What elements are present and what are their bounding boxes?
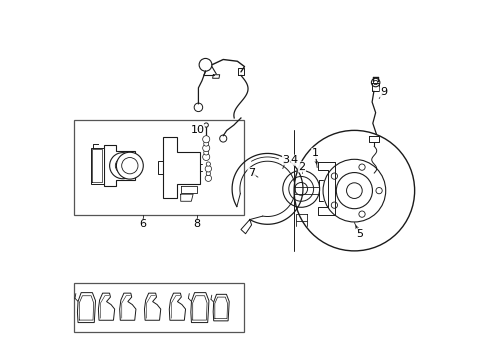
Circle shape — [375, 188, 382, 194]
Circle shape — [205, 175, 211, 181]
Text: 4: 4 — [290, 155, 297, 165]
Text: 3: 3 — [282, 155, 289, 165]
Circle shape — [203, 141, 208, 146]
Circle shape — [358, 164, 365, 170]
Circle shape — [122, 158, 138, 174]
Text: 6: 6 — [139, 219, 146, 229]
Polygon shape — [77, 293, 95, 323]
Text: 5: 5 — [355, 229, 363, 239]
Circle shape — [116, 152, 143, 179]
Polygon shape — [213, 294, 229, 321]
Text: 9: 9 — [380, 87, 386, 97]
Bar — [74, 120, 244, 215]
Circle shape — [203, 123, 208, 127]
Circle shape — [206, 171, 210, 176]
Text: 7: 7 — [247, 168, 255, 178]
Circle shape — [202, 136, 209, 143]
Circle shape — [206, 162, 210, 166]
Text: 2: 2 — [298, 162, 305, 172]
Text: 8: 8 — [193, 219, 200, 229]
Text: 10: 10 — [190, 125, 204, 135]
Polygon shape — [169, 293, 185, 320]
Circle shape — [203, 150, 208, 155]
Circle shape — [109, 153, 136, 179]
Polygon shape — [190, 293, 208, 323]
Circle shape — [202, 153, 209, 161]
Polygon shape — [98, 293, 114, 320]
Polygon shape — [120, 293, 136, 320]
Polygon shape — [163, 138, 200, 198]
Bar — [74, 283, 244, 332]
Polygon shape — [103, 145, 134, 186]
Text: 1: 1 — [311, 148, 318, 158]
Circle shape — [205, 166, 211, 172]
Circle shape — [358, 211, 365, 217]
Circle shape — [202, 145, 209, 152]
Circle shape — [330, 202, 337, 208]
Circle shape — [330, 173, 337, 179]
Polygon shape — [91, 148, 103, 184]
Polygon shape — [144, 293, 161, 320]
Polygon shape — [157, 161, 164, 174]
